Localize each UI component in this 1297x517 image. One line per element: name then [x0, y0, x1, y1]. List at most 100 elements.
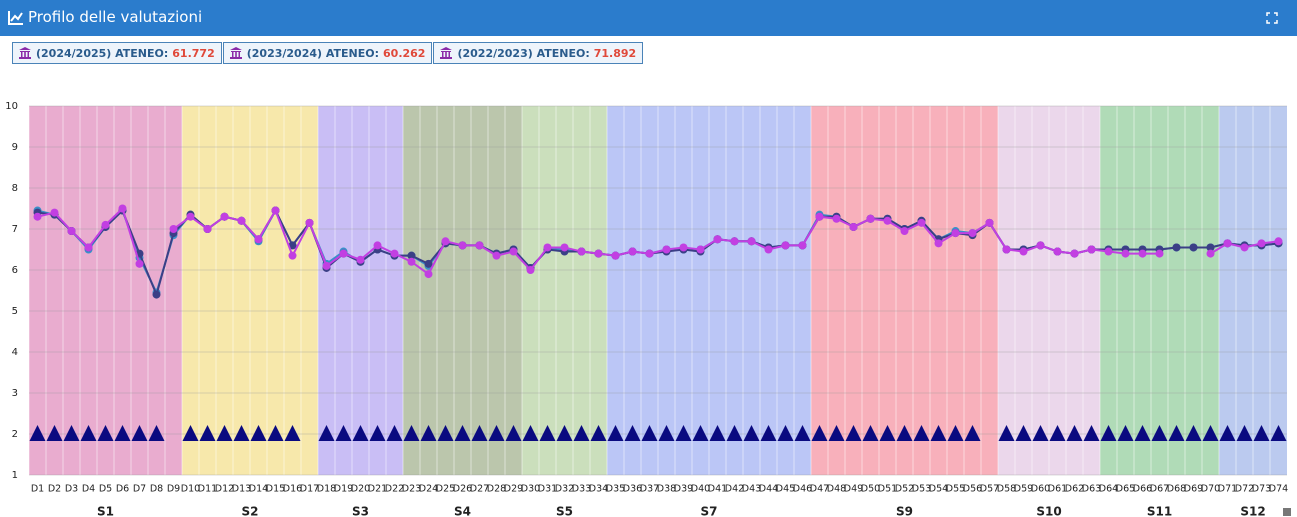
point	[951, 229, 960, 238]
x-tick-label: D36	[623, 484, 642, 495]
legend-label: (2022/2023) ATENEO:	[457, 46, 590, 60]
triangle-marker	[658, 425, 675, 441]
point	[1240, 243, 1249, 252]
triangle-marker	[471, 425, 488, 441]
triangle-marker	[930, 425, 947, 441]
point	[254, 235, 263, 244]
triangle-marker	[641, 425, 658, 441]
x-tick-label: D38	[657, 484, 676, 495]
triangle-marker	[556, 425, 573, 441]
legend-label: (2024/2025) ATENEO:	[36, 46, 169, 60]
section-band	[403, 106, 522, 475]
x-tick-label: D25	[436, 484, 455, 495]
chart: S1 S2 S3 S4 S5 S7 S9 S10 S11 S12 1 2 3 4 5 6 7 8 9 10 D1 D2 D3…	[5, 101, 1291, 517]
section-band	[811, 106, 998, 475]
x-tick-label: D47	[810, 484, 829, 495]
point	[832, 214, 841, 223]
x-tick-label: D62	[1065, 484, 1084, 495]
triangle-marker	[505, 425, 522, 441]
x-tick-label: D18	[317, 484, 336, 495]
point	[1070, 249, 1079, 258]
point	[203, 225, 212, 233]
point	[866, 214, 875, 223]
point	[407, 251, 416, 260]
x-tick-label: D12	[215, 484, 234, 495]
triangle-marker	[233, 425, 250, 441]
point	[458, 241, 467, 250]
triangle-marker	[250, 425, 267, 441]
point	[679, 243, 688, 252]
triangle-marker	[216, 425, 233, 441]
point	[288, 251, 297, 260]
x-tick-label: D10	[181, 484, 200, 495]
x-tick-label: D16	[283, 484, 302, 495]
x-tick-label: D29	[504, 484, 523, 495]
legend-item[interactable]: (2024/2025) ATENEO: 61.772	[12, 42, 222, 64]
triangle-marker	[624, 425, 641, 441]
x-tick-label: D20	[351, 484, 370, 495]
legend-label: (2023/2024) ATENEO:	[246, 46, 380, 60]
x-tick-label: D56	[963, 484, 982, 495]
point	[1223, 239, 1232, 248]
legend-item[interactable]: (2022/2023) ATENEO: 71.892	[433, 42, 644, 64]
triangle-marker	[709, 425, 726, 441]
triangle-marker	[675, 425, 692, 441]
x-tick-label: D58	[997, 484, 1016, 495]
x-tick-label: D32	[555, 484, 574, 495]
x-tick-label: D3	[65, 484, 78, 495]
x-tick-label: D61	[1048, 484, 1067, 495]
triangle-marker	[437, 425, 454, 441]
triangle-marker	[1270, 425, 1287, 441]
x-tick-label: D13	[232, 484, 251, 495]
point	[356, 255, 365, 264]
legend-item[interactable]: (2023/2024) ATENEO: 60.262	[222, 42, 433, 64]
point	[424, 270, 433, 279]
x-tick-label: D42	[725, 484, 744, 495]
x-tick-label: D52	[895, 484, 914, 495]
point	[1087, 245, 1096, 254]
legend-score: 61.772	[172, 46, 215, 60]
y-tick-label: 2	[12, 429, 18, 440]
section-label: S1	[97, 505, 114, 517]
x-tick-label: D34	[589, 484, 608, 495]
triangle-marker	[1066, 425, 1083, 441]
x-tick-label: D28	[487, 484, 506, 495]
section-label: S10	[1036, 505, 1061, 517]
x-tick-label: D7	[133, 484, 146, 495]
point	[237, 216, 246, 225]
point	[322, 261, 331, 270]
x-tick-label: D23	[402, 484, 421, 495]
legend-score: 60.262	[383, 46, 426, 60]
y-tick-label: 3	[12, 388, 18, 399]
section-label: S4	[454, 505, 471, 517]
x-tick-label: D14	[249, 484, 268, 495]
point	[543, 243, 552, 252]
triangle-marker	[80, 425, 97, 441]
triangle-marker	[862, 425, 879, 441]
triangle-marker	[1117, 425, 1134, 441]
triangle-marker	[63, 425, 80, 441]
bank-icon	[440, 47, 453, 59]
point	[220, 212, 229, 221]
section-band	[522, 106, 607, 475]
triangle-marker	[182, 425, 199, 441]
y-tick-label: 10	[5, 101, 18, 112]
point	[1002, 245, 1011, 254]
point	[169, 225, 178, 233]
x-tick-label: D49	[844, 484, 863, 495]
triangle-marker	[1151, 425, 1168, 441]
triangle-marker	[403, 425, 420, 441]
point	[1036, 241, 1045, 250]
triangle-marker	[369, 425, 386, 441]
point	[1053, 247, 1062, 256]
bank-icon	[229, 47, 242, 59]
y-tick-label: 4	[12, 347, 18, 358]
triangle-marker	[46, 425, 63, 441]
point	[883, 216, 892, 225]
triangle-marker	[760, 425, 777, 441]
expand-button[interactable]	[1266, 12, 1278, 24]
x-tick-label: D6	[116, 484, 129, 495]
triangle-marker	[386, 425, 403, 441]
point	[662, 245, 671, 254]
triangle-marker	[845, 425, 862, 441]
